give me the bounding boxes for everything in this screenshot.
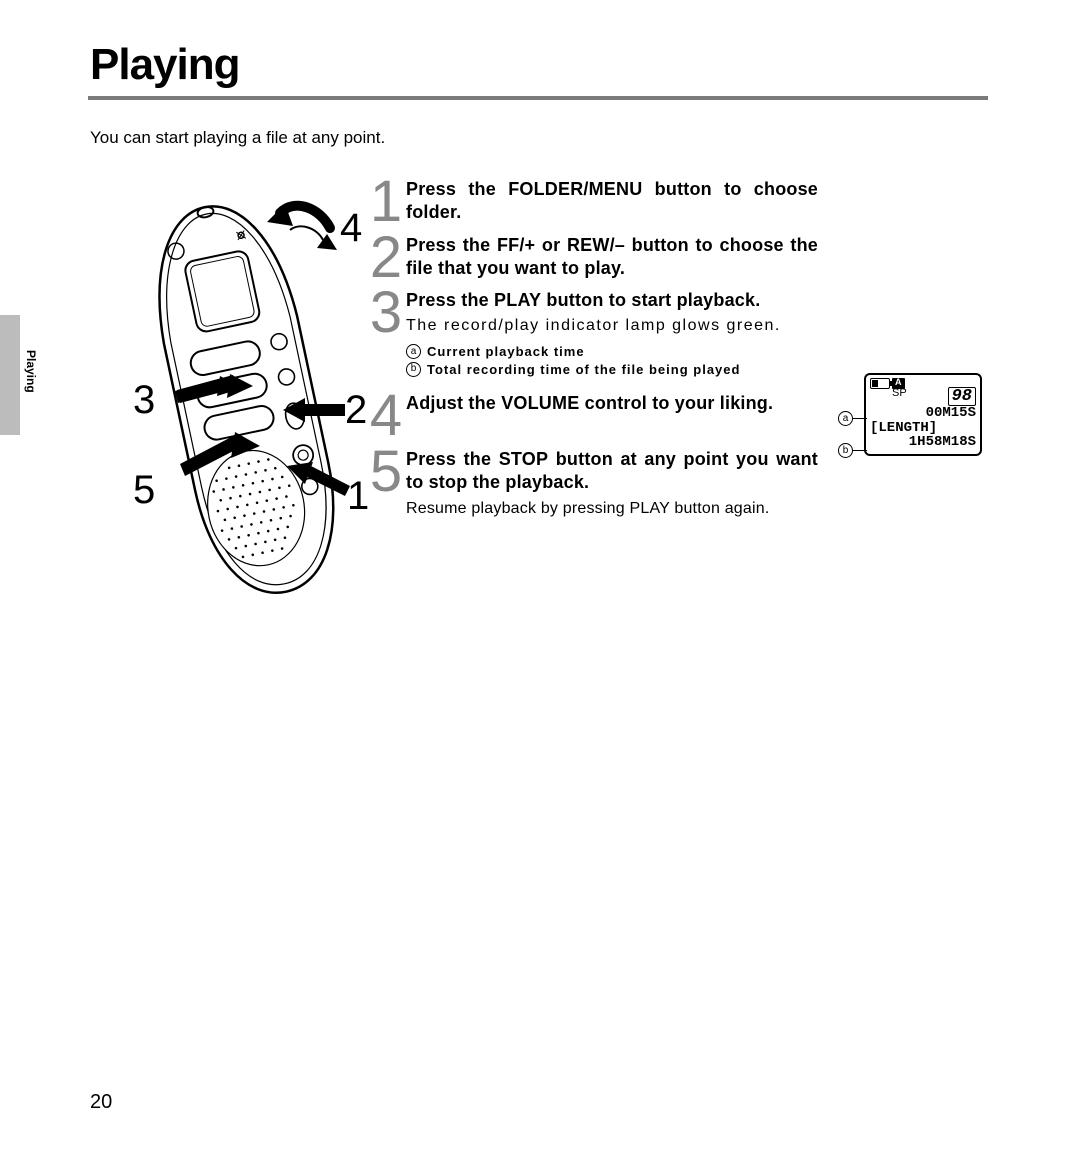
legend-icon-b: b: [406, 362, 421, 377]
step-number: 3: [368, 289, 400, 378]
step-3: 3 Press the PLAY button to start playbac…: [368, 289, 818, 378]
folder-icon: [892, 378, 905, 389]
device-illustration: [145, 178, 350, 618]
step-1: 1 Press the FOLDER/MENU button to choose…: [368, 178, 818, 226]
lcd-pointer-a: a: [838, 411, 853, 426]
title-rule: [88, 96, 988, 100]
callout-1: 1: [347, 474, 369, 519]
step-4: 4 Adjust the VOLUME control to your liki…: [368, 392, 818, 440]
legend-text: Total recording time of the file being p…: [427, 361, 740, 379]
step-title: Adjust the VOLUME control to your liking…: [406, 392, 818, 415]
callout-3: 3: [133, 378, 155, 423]
intro-text: You can start playing a file at any poin…: [90, 128, 990, 148]
lcd-time-b: 1H58M18S: [870, 435, 976, 450]
lcd-diagram: a b SP 98 00M15S: [840, 373, 990, 456]
lcd-length-label: [LENGTH]: [870, 421, 976, 436]
steps-list: 1 Press the FOLDER/MENU button to choose…: [368, 178, 818, 519]
step-number: 4: [368, 392, 400, 440]
step-number: 5: [368, 448, 400, 519]
step-title: Press the FF/+ or REW/– button to choose…: [406, 234, 818, 281]
step-5: 5 Press the STOP button at any point you…: [368, 448, 818, 519]
page-number: 20: [90, 1091, 112, 1114]
step-title: Press the STOP button at any point you w…: [406, 448, 818, 495]
step-2: 2 Press the FF/+ or REW/– button to choo…: [368, 234, 818, 282]
lcd-pointer-b: b: [838, 443, 853, 458]
page-title: Playing: [90, 40, 990, 90]
step-title: Press the PLAY button to start playback.: [406, 289, 818, 312]
device-figure: 4 3 2 5 1: [90, 178, 350, 638]
legend-icon-a: a: [406, 344, 421, 359]
callout-5: 5: [133, 468, 155, 513]
lcd-time-a: 00M15S: [870, 406, 976, 421]
battery-icon: [870, 378, 890, 389]
step-subtext: Resume playback by pressing PLAY button …: [406, 498, 818, 520]
legend-text: Current playback time: [427, 343, 585, 361]
lcd-screen: SP 98 00M15S [LENGTH] 1H58M18S: [864, 373, 982, 456]
step-number: 2: [368, 234, 400, 282]
step-legend: a Current playback time b Total recordin…: [406, 343, 818, 378]
callout-2: 2: [345, 388, 367, 433]
lcd-file-number: 98: [948, 387, 976, 406]
step-number: 1: [368, 178, 400, 226]
callout-4: 4: [340, 206, 362, 251]
step-title: Press the FOLDER/MENU button to choose f…: [406, 178, 818, 225]
side-label: Playing: [24, 350, 38, 393]
side-tab: [0, 315, 20, 435]
step-subtext: The record/play indicator lamp glows gre…: [406, 315, 818, 337]
